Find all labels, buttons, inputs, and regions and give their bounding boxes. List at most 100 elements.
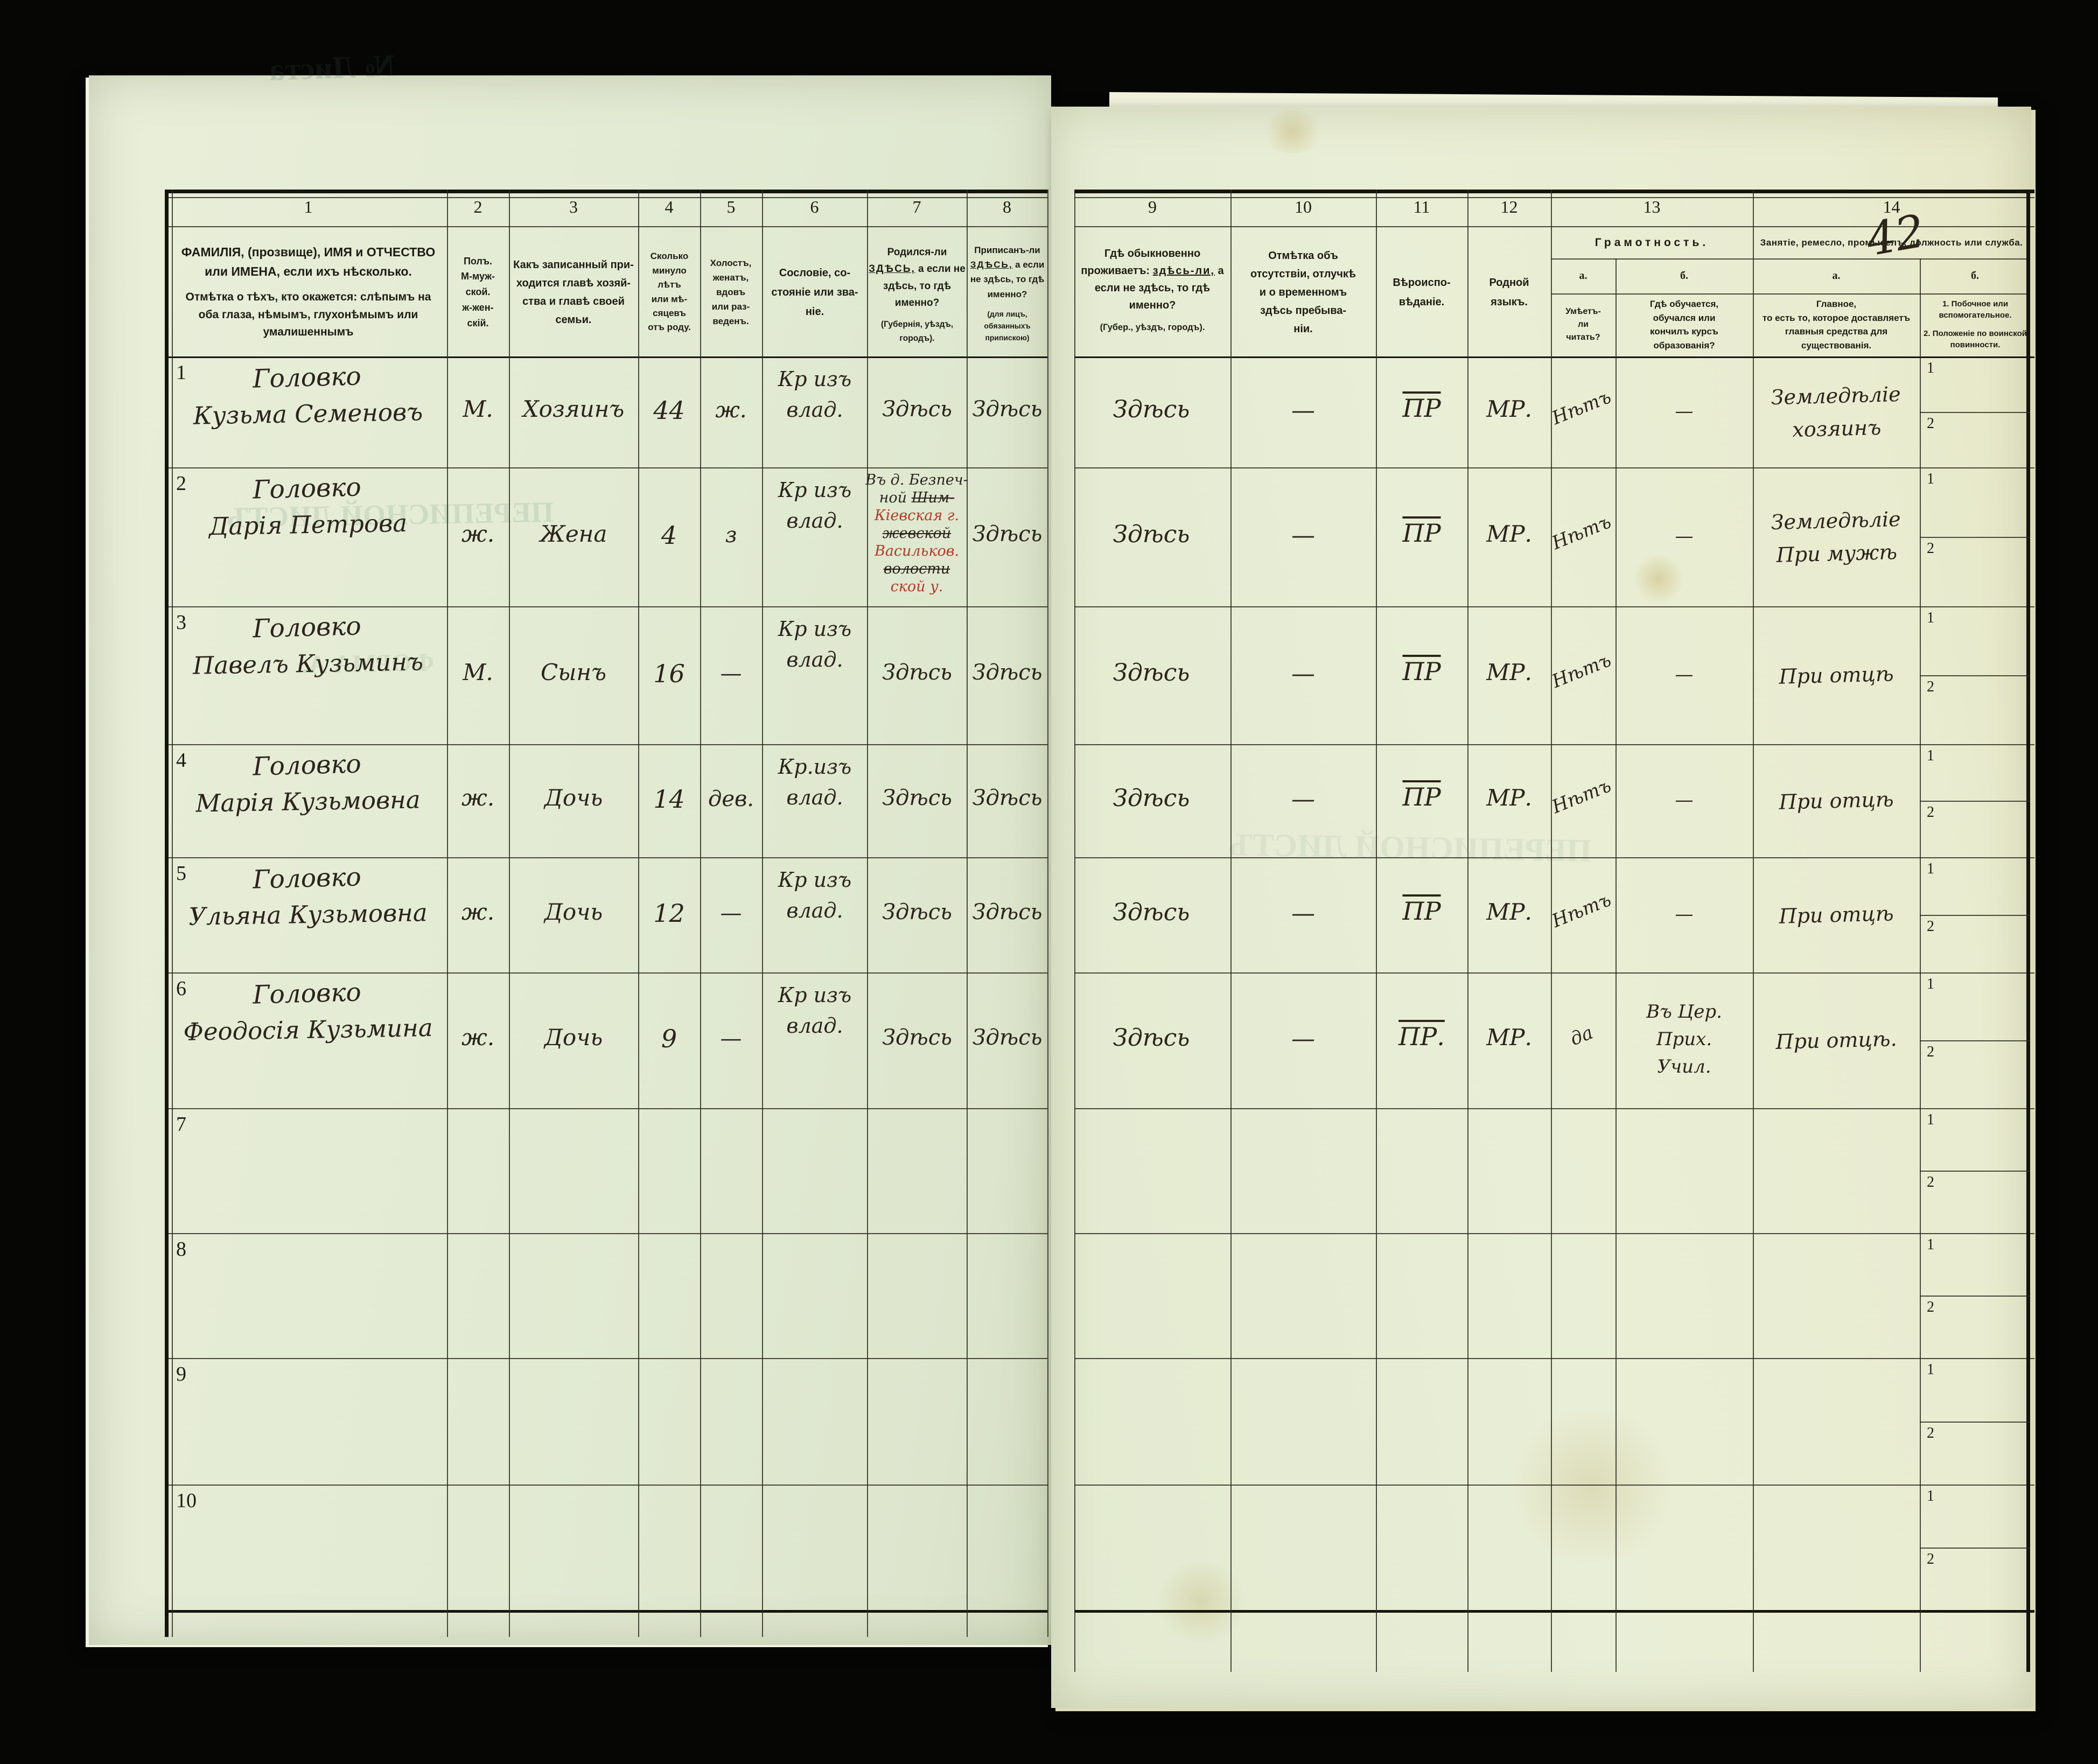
table-grid-line <box>166 226 1047 227</box>
table-grid-line <box>1551 258 2030 260</box>
cell-religion: ПР <box>1402 897 1441 926</box>
cell-education: — <box>1675 401 1694 422</box>
table-grid-line <box>1920 801 2030 802</box>
cell-birthplace: Здѣсь <box>882 1025 952 1050</box>
occupation-subrow-number: 2 <box>1927 1299 1934 1315</box>
table-grid-line <box>1074 197 2034 198</box>
cell-age: 12 <box>653 899 685 928</box>
occupation-subrow-number: 1 <box>1927 471 1934 487</box>
ink-text: ной <box>879 489 912 506</box>
table-grid-line <box>1376 190 1377 1672</box>
table-grid-line <box>1753 190 1754 1672</box>
table-grid-line <box>1074 744 2034 745</box>
table-grid-line <box>867 190 868 1637</box>
column-number-6: 6 <box>810 197 819 216</box>
header-marital: Холостъ, женатъ, вдовъ или раз- веденъ. <box>710 257 752 327</box>
occupation-subrow-number: 1 <box>1927 1488 1934 1504</box>
cell-language: МР. <box>1486 659 1532 685</box>
table-grid-line <box>1047 190 1048 1637</box>
cell-registered: Здѣсь <box>972 786 1043 810</box>
occupation-subrow-number: 1 <box>1927 360 1934 376</box>
table-grid-line <box>1920 675 2030 676</box>
cell-registered: Здѣсь <box>972 660 1043 685</box>
occupation-subrow-number: 2 <box>1927 1551 1934 1567</box>
header-born-note: (Губернія, уѣздъ, городъ). <box>880 320 954 344</box>
row-number: 6 <box>176 977 186 1000</box>
table-grid-line <box>1074 190 2034 193</box>
table-grid-line <box>1551 190 1552 1672</box>
row-number: 5 <box>176 862 186 885</box>
table-grid-line <box>1920 915 2030 916</box>
column-number-7: 7 <box>912 197 921 216</box>
cell-relation: Жена <box>540 521 607 547</box>
cell-birthplace: Здѣсь <box>882 660 952 685</box>
row-number: 2 <box>176 472 186 495</box>
table-grid-line <box>166 857 1047 858</box>
cell-name: Феодосія Кузьмина <box>183 1013 433 1047</box>
cell-birthplace: Здѣсь <box>882 900 952 925</box>
table-grid-line <box>1074 1358 2034 1359</box>
table-grid-line <box>166 1610 1047 1613</box>
cell-sex: ж. <box>461 521 495 547</box>
table-grid-line <box>166 1358 1047 1359</box>
table-grid-line <box>1920 412 2030 413</box>
cell-name: Ульяна Кузьмовна <box>188 898 428 931</box>
cell-relation: Дочь <box>544 899 603 925</box>
ink-text: Шим- <box>911 489 955 506</box>
cell-religion: ПР <box>1402 394 1441 423</box>
cell-age: 16 <box>653 659 685 688</box>
header-age: Сколько минуло лѣтъ или мѣ- сяцевъ отъ р… <box>648 251 691 333</box>
table-grid-line <box>166 1485 1047 1486</box>
table-grid-line <box>1753 293 2030 295</box>
red-ink-correction: Кіевская г. <box>874 507 960 524</box>
cell-residence: Здѣсь <box>1113 521 1190 548</box>
cell-sex: ж. <box>461 899 495 925</box>
cell-occupation: Земледѣліе При мужѣ <box>1771 507 1901 567</box>
header-registered-pre: Приписанъ-ли <box>974 245 1040 255</box>
header-residence-pre: Гдѣ обыкновенно проживаетъ: <box>1081 248 1201 277</box>
column-number-11: 11 <box>1413 197 1430 216</box>
table-grid-line <box>1074 1485 2034 1486</box>
row-number: 10 <box>176 1489 197 1512</box>
table-grid-line <box>700 190 701 1637</box>
row-number: 1 <box>176 361 186 384</box>
cell-registered: Здѣсь <box>972 522 1043 547</box>
cell-education: — <box>1675 789 1694 811</box>
table-grid-line <box>1074 226 2034 227</box>
row-number: 4 <box>176 749 186 772</box>
cell-registered: Здѣсь <box>972 900 1043 925</box>
cell-education: — <box>1675 526 1694 547</box>
header-occupation-b: б. <box>1971 269 1979 282</box>
header-name-note: Отмѣтка о тѣхъ, кто окажется: слѣпымъ на… <box>185 291 431 339</box>
header-born-here: Родился-ли ЗДѢСЬ, а если не здѣсь, то гд… <box>869 229 966 355</box>
table-grid-line <box>1074 606 2034 607</box>
table-grid-line <box>1920 1171 2030 1172</box>
header-religion: Вѣроиспо- вѣданіе. <box>1393 276 1451 308</box>
table-grid-line <box>762 190 763 1637</box>
occupation-subrow-number: 2 <box>1927 540 1934 557</box>
cell-language: МР. <box>1486 396 1532 422</box>
header-occupation-b2: 2. Положеніе по воинской повинности. <box>1924 329 2027 349</box>
table-grid-line <box>1920 258 1921 1672</box>
table-grid-line <box>1074 190 1075 1672</box>
row-number: 3 <box>176 611 186 634</box>
occupation-subrow-number: 2 <box>1927 678 1934 695</box>
cell-age: 4 <box>661 521 677 550</box>
cell-marital: з <box>725 523 737 548</box>
header-registered-note: (для лицъ, обязанныхъ припискою) <box>984 309 1031 342</box>
header-literacy-a-text: Умѣетъ- ли читать? <box>1565 307 1601 342</box>
table-grid-line <box>1074 356 2034 358</box>
occupation-subrow-number: 1 <box>1927 610 1934 626</box>
cell-birthplace: Въ д. Безпеч-ной Шим- Кіевская г. жевской В… <box>862 472 972 596</box>
header-literacy-b-text: Гдѣ обучается, обучался или кончилъ курс… <box>1649 299 1719 351</box>
header-literacy-group: Грамотность. <box>1595 236 1709 249</box>
cell-marital: — <box>720 661 742 686</box>
cell-name: Кузьма Семеновъ <box>193 397 423 430</box>
table-grid-line <box>638 190 639 1637</box>
occupation-subrow-number: 1 <box>1927 1361 1934 1378</box>
cell-marital: — <box>720 901 742 926</box>
cell-sex: ж. <box>461 785 495 811</box>
table-grid-line <box>1920 1040 2030 1041</box>
header-registered-post: а если не здѣсь, то гдѣ именно? <box>970 260 1045 299</box>
